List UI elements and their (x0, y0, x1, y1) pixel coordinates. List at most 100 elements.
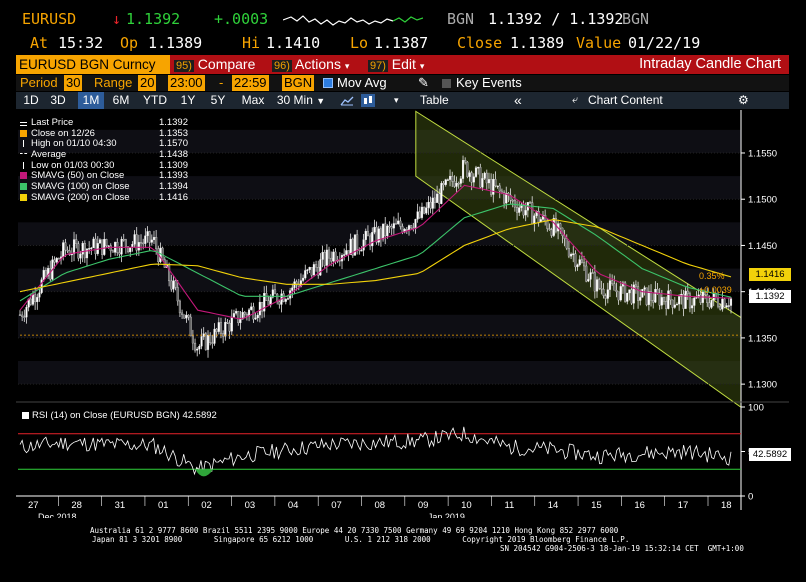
candle (550, 227, 553, 238)
candle-body (624, 282, 627, 302)
source-input[interactable]: BGN (282, 75, 315, 91)
candle-body (198, 345, 201, 350)
candle (256, 312, 259, 322)
mov-avg-checkbox[interactable] (323, 78, 333, 88)
candle (725, 302, 728, 308)
tab-5y[interactable]: 5Y (210, 93, 226, 107)
legend-label: SMAVG (100) on Close (31, 181, 130, 193)
candle-body (617, 291, 620, 301)
chart-content-button[interactable]: Chart Content (588, 93, 663, 107)
candle (394, 218, 398, 225)
legend-value: 1.1309 (158, 159, 188, 171)
candle-body (245, 314, 248, 317)
tab-1m[interactable]: 1M (78, 92, 104, 109)
range-input[interactable]: 20 (138, 75, 157, 91)
candle (152, 230, 156, 245)
candle-body (209, 334, 212, 343)
candle (308, 266, 311, 274)
candle-body (369, 235, 372, 247)
pct-change-label: 0.35% (699, 271, 725, 281)
candle-body (550, 229, 553, 236)
x-tick-label: 04 (288, 500, 299, 511)
candle-body (373, 226, 376, 233)
candle-body (235, 311, 238, 314)
candle (427, 196, 430, 215)
compare-button[interactable]: 95) Compare (174, 55, 255, 74)
candle-body (639, 297, 642, 301)
candle-body (135, 234, 138, 251)
collapse-icon[interactable]: « (514, 92, 522, 108)
candle (682, 290, 685, 317)
ticker-symbol[interactable]: EURUSD (22, 10, 77, 28)
candle (321, 245, 324, 268)
candle-body (516, 207, 519, 213)
candle-body (693, 297, 696, 306)
tab-3d[interactable]: 3D (50, 93, 66, 107)
legend-item[interactable]: SMAVG (50) on Close 1.1393 (20, 171, 192, 182)
candle (675, 302, 679, 306)
tab-1y[interactable]: 1Y (180, 93, 196, 107)
candle (260, 301, 264, 319)
candle (634, 280, 637, 294)
line-chart-icon[interactable] (340, 95, 354, 106)
legend-item[interactable]: Last Price 1.1392 (20, 117, 192, 129)
tab-max[interactable]: Max (241, 93, 265, 107)
candle (505, 186, 508, 210)
candle-body (533, 215, 536, 224)
candle-body (161, 247, 164, 260)
sma200-price-tag: 1.1416 (749, 268, 791, 281)
candle (729, 297, 733, 314)
interval-select[interactable]: 30 Min ▼ (272, 92, 330, 109)
time-from-input[interactable]: 23:00 (168, 75, 205, 91)
period-input[interactable]: 30 (64, 75, 83, 91)
candle-body (598, 279, 601, 289)
candle-body (727, 305, 730, 307)
legend-item[interactable]: Low on 01/03 00:30 1.1309 (20, 159, 192, 172)
candle-body (440, 183, 443, 204)
tab-ytd[interactable]: YTD (143, 93, 167, 107)
candle-body (429, 201, 432, 209)
security-name[interactable]: EURUSD BGN Curncy (16, 55, 170, 74)
table-button[interactable]: Table (420, 93, 449, 107)
legend-item[interactable]: SMAVG (200) on Close 1.1416 (20, 191, 192, 204)
candle-body (630, 289, 633, 304)
candle (444, 178, 447, 187)
candle (241, 307, 244, 320)
chart-style-dropdown-icon[interactable]: ▾ (394, 95, 399, 105)
candle-body (176, 287, 179, 302)
gear-icon[interactable]: ⚙ (738, 93, 749, 107)
x-tick-label: 17 (678, 500, 689, 511)
candle-body (325, 249, 328, 266)
candle-body (200, 336, 203, 347)
candle (353, 234, 357, 256)
legend-item[interactable]: SMAVG (100) on Close 1.1394 (20, 181, 192, 193)
candle (721, 290, 724, 312)
candle-chart-icon[interactable] (361, 94, 375, 107)
candle-body (591, 272, 594, 274)
candle (144, 228, 147, 249)
legend-item[interactable]: High on 01/10 04:30 1.1570 (20, 139, 192, 150)
candle-body (308, 267, 311, 270)
time-to-input[interactable]: 22:59 (232, 75, 269, 91)
interval-label: 30 Min (276, 93, 313, 107)
legend-item[interactable]: Average 1.1438 (20, 149, 192, 161)
pencil-icon[interactable]: ✎ (418, 75, 429, 90)
tab-6m[interactable]: 6M (112, 93, 130, 107)
candle-body (142, 242, 145, 245)
value-date: 01/22/19 (628, 34, 701, 52)
legend-marker-icon (20, 193, 27, 201)
candle (637, 281, 640, 309)
candle (366, 225, 369, 237)
candle-body (725, 305, 728, 308)
candle-body (723, 298, 726, 308)
candle-body (455, 183, 458, 187)
legend-label: SMAVG (200) on Close (31, 191, 130, 203)
edit-button[interactable]: 97) Edit ▾ (368, 55, 424, 74)
actions-num: 96) (272, 60, 292, 72)
candle (420, 202, 424, 220)
tab-1d[interactable]: 1D (23, 93, 39, 107)
key-events-checkbox[interactable] (442, 79, 451, 88)
legend-item[interactable]: Close on 12/26 1.1353 (20, 128, 192, 140)
actions-button[interactable]: 96) Actions ▾ (272, 55, 349, 74)
